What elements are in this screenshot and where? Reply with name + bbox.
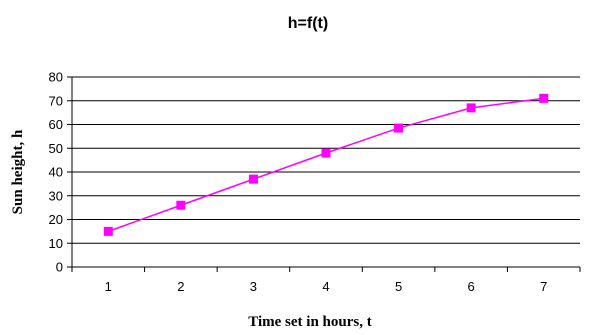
series <box>103 93 549 236</box>
data-point-marker <box>466 103 476 113</box>
data-point-marker <box>539 93 549 103</box>
series-line <box>108 97 544 233</box>
x-tick-label: 4 <box>322 279 329 294</box>
data-point-marker <box>176 200 186 210</box>
y-tick-label: 80 <box>49 70 63 85</box>
x-tick-labels: 1 2 3 4 5 6 7 <box>105 279 548 294</box>
y-tick-label: 10 <box>49 236 63 251</box>
y-tick-label: 60 <box>49 117 63 132</box>
gridlines <box>72 76 580 244</box>
data-point-marker <box>248 174 258 184</box>
y-tick-label: 50 <box>49 141 63 156</box>
y-tick-label: 20 <box>49 212 63 227</box>
data-point-marker <box>103 226 113 236</box>
y-tick-labels: 0 10 20 30 40 50 60 70 80 <box>49 70 63 275</box>
x-tick-label: 7 <box>540 279 547 294</box>
x-tick-label: 2 <box>177 279 184 294</box>
y-tick-label: 30 <box>49 188 63 203</box>
x-tick-label: 3 <box>250 279 257 294</box>
y-axis-label: Sun height, h <box>10 129 26 214</box>
chart-title: h=f(t) <box>288 15 328 32</box>
x-axis-label: Time set in hours, t <box>248 314 371 330</box>
x-tick-label: 1 <box>105 279 112 294</box>
axes <box>67 76 581 272</box>
data-point-marker <box>321 148 331 158</box>
y-tick-label: 40 <box>49 165 63 180</box>
y-tick-label: 70 <box>49 93 63 108</box>
y-tick-label: 0 <box>56 260 63 275</box>
data-point-marker <box>394 123 404 133</box>
x-tick-label: 6 <box>468 279 475 294</box>
x-tick-label: 5 <box>395 279 402 294</box>
